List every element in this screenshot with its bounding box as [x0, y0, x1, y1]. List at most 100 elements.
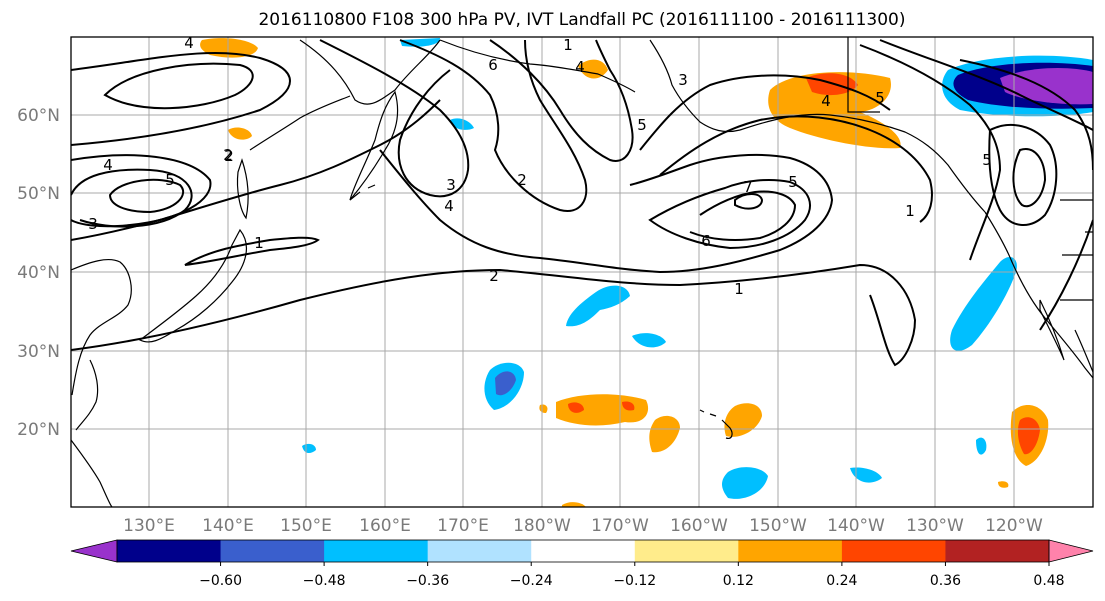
- negative-anomaly-region: [632, 333, 666, 348]
- contour-label: 1: [905, 202, 915, 220]
- colorbar-bin: [841, 540, 946, 562]
- contour-label: 5: [982, 151, 992, 169]
- longitude-tick-label: 140°E: [202, 516, 254, 536]
- positive-anomaly-region: [649, 415, 680, 453]
- colorbar-bin: [117, 540, 222, 562]
- contour-line: [319, 39, 470, 198]
- colorbar-bin: [220, 540, 325, 562]
- east-asia-coastline-south: [71, 439, 113, 507]
- negative-anomaly-region: [450, 118, 474, 130]
- negative-anomaly-region: [850, 467, 882, 483]
- colorbar-tick-label: 0.48: [1033, 573, 1064, 589]
- contour-label: 3: [88, 215, 98, 233]
- positive-anomaly-core: [568, 402, 584, 413]
- longitude-tick-label: 130°E: [123, 516, 175, 536]
- coastlines: [71, 37, 1093, 507]
- contour-line: [71, 51, 291, 146]
- mexico-coastline: [1074, 329, 1093, 373]
- contour-label: 5: [788, 173, 798, 191]
- contour-line: [71, 99, 441, 241]
- longitude-tick-label: 180°W: [513, 516, 571, 536]
- longitude-tick-label: 160°E: [359, 516, 411, 536]
- colorbar-extend-high: [1048, 539, 1094, 563]
- pv-contours: [71, 39, 1093, 367]
- latitude-tick-label: 60°N: [17, 106, 60, 126]
- canada-border: [847, 37, 880, 113]
- contour-label: 4: [444, 197, 454, 215]
- colorbar-extend-low: [70, 539, 118, 563]
- colorbar-bin: [738, 540, 843, 562]
- colorbar-bin: [634, 540, 739, 562]
- positive-anomaly-region: [724, 403, 762, 437]
- aleutian-islands: [349, 184, 376, 201]
- contour-line: [108, 178, 185, 214]
- contour-line: [399, 39, 588, 212]
- longitude-tick-label: 160°W: [670, 516, 728, 536]
- positive-anomaly-region: [228, 127, 252, 140]
- contour-label: 5: [165, 171, 175, 189]
- okhotsk-coastline: [249, 95, 351, 151]
- latitude-tick-label: 40°N: [17, 263, 60, 283]
- positive-anomaly-region: [562, 502, 586, 507]
- negative-anomaly-core: [495, 371, 516, 396]
- latitude-tick-label: 30°N: [17, 342, 60, 362]
- longitude-tick-labels: 130°E 140°E 150°E 160°E 170°E 180°W 170°W 160°W…: [123, 516, 1043, 536]
- longitude-tick-label: 150°E: [280, 516, 332, 536]
- colorbar-bin: [427, 540, 532, 562]
- longitude-tick-label: 120°W: [985, 516, 1043, 536]
- colorbar-tick-label: −0.36: [406, 573, 449, 589]
- negative-anomaly-region: [722, 467, 768, 499]
- contour-label: 2: [489, 267, 499, 285]
- contour-line: [71, 263, 917, 367]
- colorbar-bin: [945, 540, 1050, 562]
- colorbar-tick-label: −0.12: [613, 573, 656, 589]
- contour-label: 5: [875, 89, 885, 107]
- contour-line: [489, 39, 634, 162]
- chukotka-coastline: [439, 39, 636, 93]
- colorbar-bin: [324, 540, 429, 562]
- contour-label: 3: [446, 176, 456, 194]
- contour-label: 1: [563, 36, 573, 54]
- contour-label: 4: [184, 34, 194, 52]
- positive-anomaly-region: [556, 394, 649, 426]
- negative-anomaly-region: [950, 257, 1017, 351]
- contour-line: [734, 193, 764, 210]
- sakhalin-island: [236, 158, 249, 220]
- colorbar-tick-label: 0.24: [826, 573, 857, 589]
- positive-anomaly-core: [622, 401, 635, 411]
- latitude-tick-label: 50°N: [17, 184, 60, 204]
- colorbar-tick-label: 0.12: [723, 573, 754, 589]
- contour-label: 5: [637, 116, 647, 134]
- contour-line: [859, 44, 1002, 261]
- contour-label: 4: [821, 92, 831, 110]
- alaska-west-coastline: [649, 39, 741, 133]
- positive-anomaly-region: [539, 404, 548, 413]
- negative-anomaly-region: [976, 437, 987, 455]
- longitude-tick-label: 150°W: [749, 516, 807, 536]
- colorbar: −0.60 −0.48 −0.36 −0.24 −0.12 0.12 0.24 0.36 0.4…: [70, 539, 1094, 589]
- latitude-tick-labels: 60°N 50°N 40°N 30°N 20°N: [17, 106, 60, 440]
- contour-label: 3: [678, 71, 688, 89]
- contour-label: 6: [701, 232, 711, 250]
- contour-line: [184, 236, 320, 266]
- contour-label: 2: [224, 147, 234, 165]
- colorbar-bin: [531, 540, 636, 562]
- colorbar-frame: [116, 539, 1050, 563]
- latitude-tick-label: 20°N: [17, 420, 60, 440]
- negative-anomaly-region: [566, 285, 630, 327]
- contour-line: [1012, 148, 1047, 208]
- longitude-tick-label: 170°E: [437, 516, 489, 536]
- longitude-tick-label: 130°W: [906, 516, 964, 536]
- contour-line: [103, 62, 254, 110]
- map-frame: [70, 36, 1094, 508]
- hawaii-islands: [699, 409, 733, 439]
- positive-anomaly-region: [998, 481, 1009, 488]
- asia-coastline: [299, 39, 441, 105]
- contour-line: [988, 124, 1058, 226]
- ryukyu-taiwan: [75, 359, 99, 431]
- map-title: 2016110800 F108 300 hPa PV, IVT Landfall…: [258, 10, 905, 30]
- contour-label: 4: [103, 156, 113, 174]
